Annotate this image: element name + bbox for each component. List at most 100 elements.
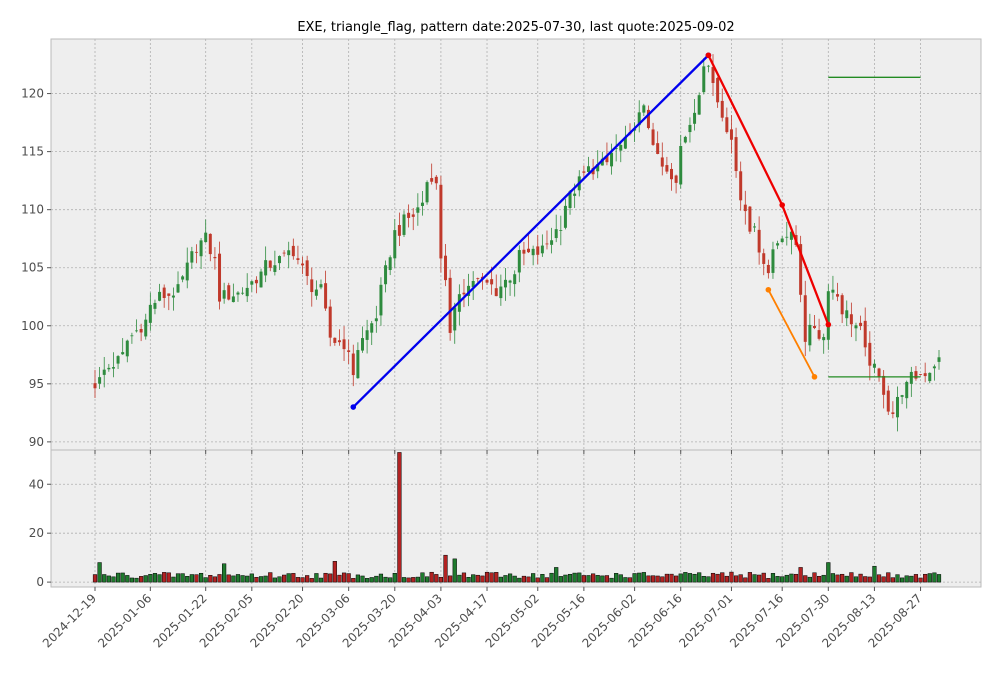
volume-bar [623, 577, 628, 583]
candle-body [135, 330, 139, 332]
candle-body [231, 296, 235, 303]
candle-body [374, 318, 378, 322]
candle [812, 314, 816, 330]
volume-bar [697, 572, 702, 583]
volume-bar [175, 573, 181, 583]
volume-bar [180, 573, 185, 583]
candle-body [494, 288, 498, 297]
volume-bar [415, 576, 420, 583]
candle [185, 247, 189, 289]
volume-bar [448, 575, 453, 583]
candle [301, 256, 305, 275]
candle [803, 280, 807, 357]
candle [716, 76, 720, 108]
volume-bar [318, 577, 324, 583]
volume-bar [291, 573, 296, 583]
volume-bar [886, 572, 891, 583]
candle-body [259, 271, 263, 288]
candle-body [513, 274, 517, 285]
volume-bar [374, 575, 379, 583]
candle-body [148, 304, 152, 323]
candle [766, 259, 770, 279]
candle-body [111, 367, 115, 369]
price-y-tick-label: 115 [21, 145, 44, 159]
candle-body [822, 337, 826, 341]
volume-bar [858, 573, 863, 583]
volume-bar [770, 573, 776, 583]
volume-bar [443, 554, 448, 583]
candle [822, 333, 826, 354]
candle [213, 247, 217, 270]
candle-body [840, 295, 844, 315]
volume-bar [581, 575, 586, 583]
volume-bar [747, 572, 753, 583]
volume-bar [249, 573, 254, 583]
candle [388, 255, 392, 276]
volume-bar [300, 577, 305, 583]
volume-bar [360, 575, 365, 583]
candle-body [190, 251, 194, 263]
volume-bar [240, 575, 245, 583]
volume-bar [918, 577, 923, 583]
candle [241, 287, 245, 295]
volume-bar [263, 575, 268, 583]
candle [420, 190, 424, 216]
candle [411, 208, 415, 231]
candle [693, 98, 697, 131]
candle [531, 245, 535, 266]
volume-bar [351, 578, 356, 583]
candle-body [660, 157, 664, 167]
candle [245, 273, 249, 303]
candle-body [872, 363, 876, 368]
candle [513, 270, 517, 297]
candle [660, 142, 664, 176]
candle [102, 356, 106, 388]
volume-bar [558, 576, 563, 583]
candle-body [158, 291, 162, 301]
volume-bar [572, 572, 577, 583]
candle-body [748, 206, 752, 232]
candle-body [324, 283, 328, 309]
volume-bar [355, 574, 360, 583]
candle-body [785, 236, 789, 238]
volume-bar [521, 575, 527, 583]
volume-bar [706, 576, 711, 583]
candle [337, 329, 341, 346]
volume-bar [507, 573, 513, 583]
candle [739, 161, 743, 211]
candle [384, 260, 388, 293]
candle [268, 260, 272, 272]
volume-bar [614, 573, 619, 583]
candle-body [167, 293, 171, 296]
candle [826, 284, 830, 350]
candle-body [891, 412, 895, 414]
volume-bar [328, 573, 333, 583]
volume-bar [489, 572, 494, 583]
candle-body [932, 366, 936, 369]
candle-body [812, 325, 816, 329]
candle-body [490, 279, 494, 285]
candle-body [411, 214, 415, 217]
candle-body [905, 381, 909, 399]
candle [148, 292, 152, 331]
volume-bar [226, 574, 231, 583]
x-tick-label: 2024-12-19 [40, 591, 99, 650]
candle [527, 234, 531, 253]
candle-body [370, 323, 374, 333]
candle-body [531, 248, 535, 256]
candle [872, 359, 876, 374]
candle [291, 238, 295, 260]
candle-body [831, 289, 835, 293]
candle [342, 326, 346, 361]
volume-bar [392, 572, 397, 583]
candle-body [702, 66, 706, 93]
volume-bar [761, 572, 766, 583]
candle-body [273, 265, 277, 272]
candle-body [596, 164, 600, 172]
volume-bar [789, 573, 794, 583]
candle-body [218, 253, 222, 302]
candle-body [453, 307, 457, 331]
candle-body [227, 285, 231, 300]
candle [494, 274, 498, 297]
candle [757, 216, 761, 265]
